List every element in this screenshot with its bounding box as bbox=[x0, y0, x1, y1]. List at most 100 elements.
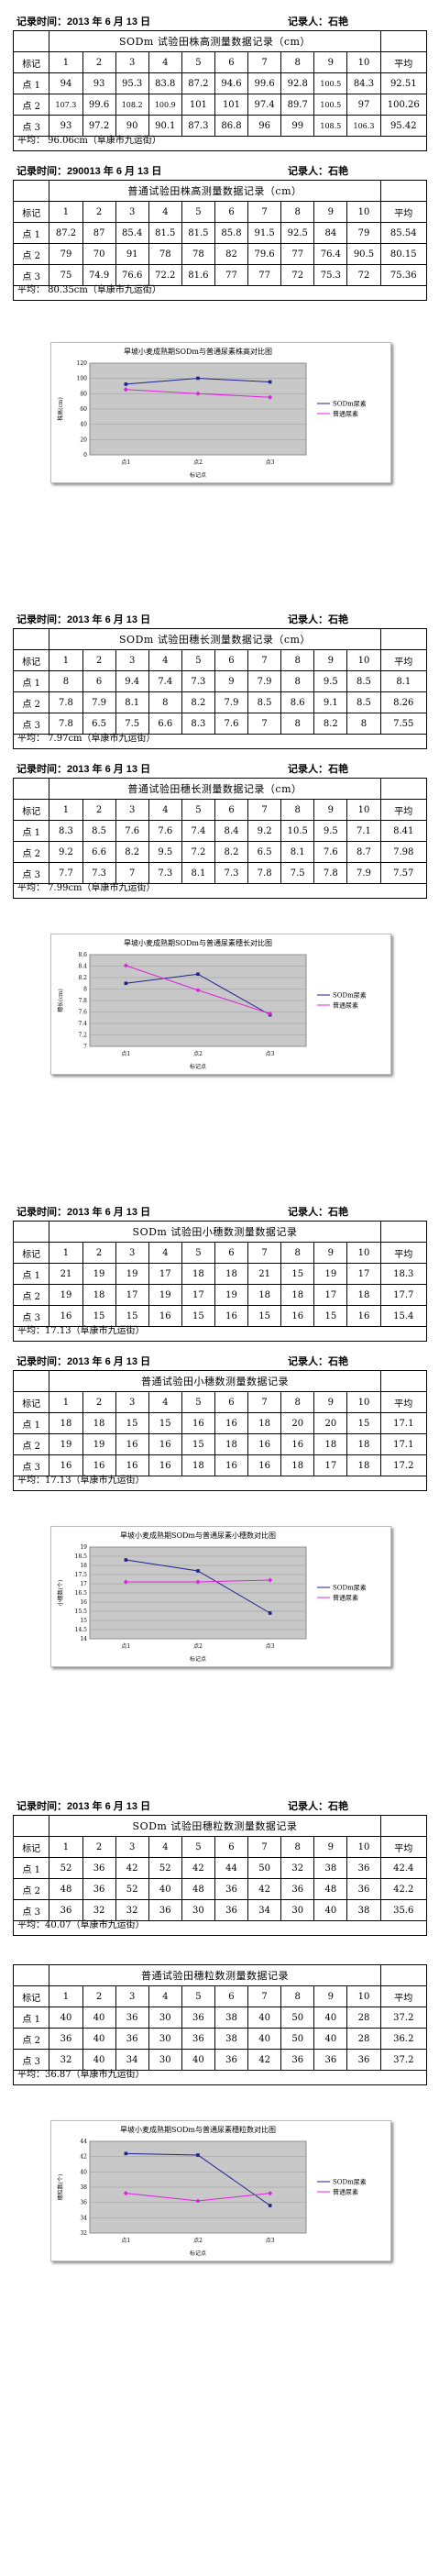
table-cell: 16 bbox=[115, 1454, 149, 1476]
table-cell: 36 bbox=[280, 2049, 315, 2071]
column-header: 1 bbox=[49, 1985, 83, 2007]
table-cell: 19 bbox=[49, 1284, 83, 1306]
table-row: 点 2 19 19 16 16 15 18 16 16 18 18 17.1 bbox=[12, 1433, 428, 1455]
table-cell: 90.5 bbox=[346, 243, 381, 265]
table-cell: 点 1 bbox=[12, 1857, 50, 1879]
table-cell: 7.8 bbox=[49, 691, 83, 713]
column-header: 7 bbox=[247, 799, 282, 821]
table-cell: 18 bbox=[280, 1284, 315, 1306]
column-header: 3 bbox=[115, 1391, 149, 1413]
chart-title: 旱坡小麦成熟期SODm与普通尿素株高对比图 bbox=[124, 347, 272, 356]
table-corner bbox=[12, 1964, 50, 1986]
column-header: 10 bbox=[346, 1391, 381, 1413]
column-header: 9 bbox=[313, 201, 348, 223]
table-corner bbox=[379, 1964, 428, 1986]
data-point bbox=[124, 981, 128, 986]
table-cell: 18.3 bbox=[379, 1263, 428, 1285]
table-cell: 79.6 bbox=[247, 243, 282, 265]
legend-entry: 普通尿素 bbox=[333, 2188, 358, 2196]
y-tick-label: 8 bbox=[83, 987, 87, 993]
chart-title: 旱坡小麦成熟期SODm与普通尿素穗长对比图 bbox=[124, 938, 272, 947]
table-cell: 15 bbox=[280, 1263, 315, 1285]
table-cell: 9 bbox=[214, 670, 249, 692]
y-tick-label: 18 bbox=[80, 1563, 87, 1569]
y-tick-label: 18.5 bbox=[75, 1553, 88, 1560]
table-cell: 点 2 bbox=[12, 691, 50, 713]
data-point bbox=[196, 972, 200, 977]
table-cell: 100.5 bbox=[313, 94, 348, 116]
table-cell: 7.1 bbox=[346, 820, 381, 842]
column-header: 8 bbox=[280, 799, 315, 821]
column-header: 4 bbox=[148, 1391, 182, 1413]
column-header: 6 bbox=[214, 1242, 249, 1264]
table-cell: 18 bbox=[280, 1454, 315, 1476]
table-cell: 81.5 bbox=[148, 222, 182, 244]
table-cell: 90 bbox=[115, 115, 149, 137]
table-cell: 6.6 bbox=[82, 841, 116, 863]
x-axis-label: 标记点 bbox=[190, 471, 206, 479]
data-point bbox=[196, 376, 200, 381]
data-point bbox=[195, 2198, 201, 2204]
table-cell: 7.4 bbox=[148, 670, 182, 692]
column-header: 1 bbox=[49, 51, 83, 73]
legend-entry: SODm尿素 bbox=[333, 991, 367, 1000]
table-cell: 7.8 bbox=[247, 862, 282, 884]
record-time: 记录时间：2013 年 6 月 13 日 bbox=[16, 1356, 151, 1367]
x-tick-label: 点2 bbox=[193, 1642, 203, 1650]
column-header: 平均 bbox=[379, 1985, 428, 2007]
y-axis-label: 小穗数(个) bbox=[57, 1580, 64, 1607]
table-cell: 8 bbox=[148, 691, 182, 713]
table-cell: 点 1 bbox=[12, 670, 50, 692]
y-tick-label: 14.5 bbox=[75, 1627, 88, 1633]
data-point bbox=[268, 394, 273, 400]
table-cell: 17.1 bbox=[379, 1433, 428, 1455]
table-cell: 52 bbox=[115, 1878, 149, 1900]
table-cell: 7.3 bbox=[181, 670, 215, 692]
table-row: 点 3 93 97.2 90 90.1 87.3 86.8 96 99 108.5 106.3 95.… bbox=[12, 115, 428, 137]
record-table: SODm 试验田穗粒数测量数据记录 标记 1 2 3 4 5 6 7 8 9 10 平均点 1 52 36 4… bbox=[12, 1815, 428, 1921]
table-cell: 7.6 bbox=[148, 820, 182, 842]
table-cell: 点 3 bbox=[12, 115, 50, 137]
table-row: 点 3 7.8 6.5 7.5 6.6 8.3 7.6 7 8 8.2 8 7.55 bbox=[12, 713, 428, 735]
table-cell: 18 bbox=[181, 1263, 215, 1285]
column-header: 10 bbox=[346, 201, 381, 223]
table-cell: 点 2 bbox=[12, 1433, 50, 1455]
table-cell: 38 bbox=[346, 1899, 381, 1921]
column-header: 3 bbox=[115, 1836, 149, 1858]
table-cell: 16 bbox=[214, 1412, 249, 1434]
x-tick-label: 点2 bbox=[193, 2237, 203, 2244]
column-header: 3 bbox=[115, 1985, 149, 2007]
table-cell: 15 bbox=[148, 1412, 182, 1434]
table-cell: 97 bbox=[346, 94, 381, 116]
column-header: 标记 bbox=[12, 1391, 50, 1413]
table-cell: 6.6 bbox=[148, 713, 182, 735]
table-cell: 85.4 bbox=[115, 222, 149, 244]
column-header: 平均 bbox=[379, 51, 428, 73]
y-tick-label: 8.6 bbox=[78, 952, 87, 958]
column-header: 标记 bbox=[12, 201, 50, 223]
table-row: 点 1 87.2 87 85.4 81.5 81.5 85.8 91.5 92.5 84 79 85.… bbox=[12, 222, 427, 244]
table-cell: 78 bbox=[148, 243, 182, 265]
record-time: 记录时间：2013 年 6 月 13 日 bbox=[16, 614, 151, 625]
chart-ear-length: 旱坡小麦成熟期SODm与普通尿素穗长对比图 7 7.2 7.4 7.6 7.8 8 8.2 8.… bbox=[50, 934, 391, 1075]
table-cell: 101 bbox=[214, 94, 249, 116]
table-cell: 19 bbox=[214, 1284, 249, 1306]
table-title: 普通试验田株高测量数据记录（cm） bbox=[49, 180, 381, 202]
table-cell: 点 3 bbox=[12, 713, 50, 735]
average-line: 平均：17.13（阜康市九运街） bbox=[13, 1322, 427, 1342]
column-header: 1 bbox=[49, 799, 83, 821]
table-cell: 点 3 bbox=[12, 1899, 50, 1921]
legend-entry: SODm尿素 bbox=[333, 1584, 367, 1592]
column-header: 5 bbox=[181, 649, 215, 671]
column-header: 平均 bbox=[379, 1391, 428, 1413]
table-cell: 40 bbox=[82, 2049, 116, 2071]
average-line: 平均： 7.99cm（阜康市九运街） bbox=[13, 879, 427, 899]
table-cell: 48 bbox=[181, 1878, 215, 1900]
table-cell: 16 bbox=[280, 1433, 315, 1455]
chart-spikelet-count-svg: 旱坡小麦成熟期SODm与普通尿素小穗数对比图 14 14.5 15 15.5 16 16.5… bbox=[57, 1531, 367, 1663]
table-cell: 9.2 bbox=[247, 820, 282, 842]
y-tick-label: 7.6 bbox=[78, 1010, 87, 1016]
table-cell: 36 bbox=[115, 2007, 149, 2029]
table-cell: 84.3 bbox=[346, 72, 381, 94]
table-cell: 8 bbox=[346, 713, 381, 735]
